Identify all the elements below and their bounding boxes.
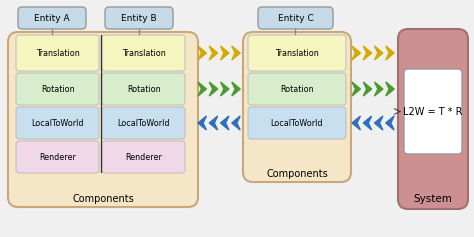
FancyBboxPatch shape — [102, 107, 185, 139]
FancyBboxPatch shape — [105, 7, 173, 29]
Text: Renderer: Renderer — [39, 152, 76, 161]
FancyBboxPatch shape — [16, 73, 99, 105]
Polygon shape — [198, 82, 207, 96]
FancyBboxPatch shape — [248, 35, 346, 71]
Polygon shape — [198, 46, 207, 60]
Polygon shape — [352, 82, 360, 96]
Polygon shape — [386, 82, 394, 96]
Text: Rotation: Rotation — [280, 85, 314, 94]
Polygon shape — [386, 46, 394, 60]
Text: Rotation: Rotation — [41, 85, 75, 94]
Polygon shape — [374, 116, 383, 130]
FancyBboxPatch shape — [16, 35, 99, 71]
Polygon shape — [374, 82, 383, 96]
Polygon shape — [363, 116, 372, 130]
FancyBboxPatch shape — [248, 107, 346, 139]
FancyBboxPatch shape — [102, 35, 185, 71]
Polygon shape — [232, 46, 240, 60]
Polygon shape — [220, 82, 229, 96]
Text: System: System — [413, 194, 453, 204]
FancyBboxPatch shape — [8, 32, 198, 207]
Text: Renderer: Renderer — [126, 152, 163, 161]
Polygon shape — [220, 46, 229, 60]
Text: LocalToWorld: LocalToWorld — [32, 118, 84, 128]
Polygon shape — [352, 116, 360, 130]
FancyBboxPatch shape — [18, 7, 86, 29]
Polygon shape — [363, 46, 372, 60]
Text: Entity A: Entity A — [34, 14, 70, 23]
Polygon shape — [220, 116, 229, 130]
FancyBboxPatch shape — [404, 69, 462, 154]
Text: L2W = T * R: L2W = T * R — [403, 106, 463, 117]
Text: Components: Components — [266, 169, 328, 179]
Polygon shape — [198, 116, 207, 130]
Polygon shape — [386, 116, 394, 130]
Polygon shape — [374, 46, 383, 60]
Text: Translation: Translation — [122, 49, 166, 58]
Text: Components: Components — [72, 194, 134, 204]
Polygon shape — [363, 82, 372, 96]
FancyBboxPatch shape — [243, 32, 351, 182]
FancyBboxPatch shape — [16, 141, 99, 173]
FancyBboxPatch shape — [258, 7, 333, 29]
Text: LocalToWorld: LocalToWorld — [271, 118, 323, 128]
Text: Entity B: Entity B — [121, 14, 157, 23]
Polygon shape — [232, 116, 240, 130]
FancyBboxPatch shape — [16, 107, 99, 139]
Text: Translation: Translation — [36, 49, 80, 58]
Polygon shape — [209, 116, 218, 130]
FancyBboxPatch shape — [102, 73, 185, 105]
Polygon shape — [352, 46, 360, 60]
Text: Entity C: Entity C — [278, 14, 313, 23]
Text: Translation: Translation — [275, 49, 319, 58]
Polygon shape — [209, 82, 218, 96]
FancyBboxPatch shape — [102, 141, 185, 173]
Text: Rotation: Rotation — [127, 85, 161, 94]
FancyBboxPatch shape — [248, 73, 346, 105]
Polygon shape — [232, 82, 240, 96]
Polygon shape — [209, 46, 218, 60]
FancyBboxPatch shape — [398, 29, 468, 209]
Text: LocalToWorld: LocalToWorld — [118, 118, 170, 128]
